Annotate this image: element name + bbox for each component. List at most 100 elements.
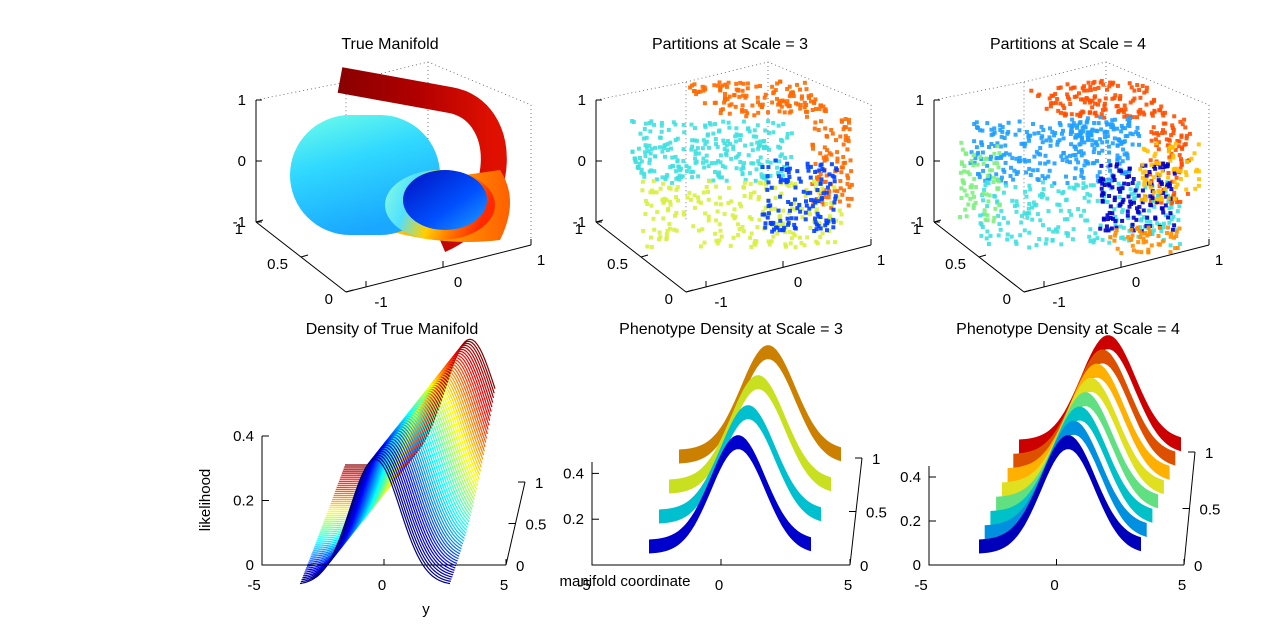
partition-point xyxy=(711,131,716,136)
partition-point xyxy=(1136,181,1141,186)
partition-point xyxy=(1028,187,1033,192)
partition-point xyxy=(1028,173,1033,177)
partition-point xyxy=(1086,136,1091,141)
partition-point xyxy=(1146,225,1151,230)
partition-point xyxy=(1070,129,1074,134)
partition-point xyxy=(847,117,851,122)
partition-point xyxy=(713,170,717,174)
partition-point xyxy=(984,180,989,185)
partition-point xyxy=(1158,172,1163,177)
partition-point xyxy=(1056,108,1061,113)
partition-point xyxy=(1110,178,1114,183)
partition-point xyxy=(779,169,784,174)
partition-point xyxy=(841,155,846,159)
partition-point xyxy=(832,179,837,184)
partition-point xyxy=(759,172,764,177)
y-tick-label: 0.5 xyxy=(866,505,887,522)
partition-point xyxy=(1103,135,1107,139)
partition-point xyxy=(1035,212,1040,217)
partition-point xyxy=(1138,167,1143,172)
partition-point xyxy=(789,131,794,136)
partition-point xyxy=(962,169,967,174)
partition-point xyxy=(959,186,964,191)
partition-point xyxy=(985,213,990,218)
partition-point xyxy=(1176,218,1181,223)
partition-point xyxy=(1085,133,1090,138)
partition-point xyxy=(1087,98,1092,103)
partition-point xyxy=(640,188,645,193)
partition-point xyxy=(755,123,760,128)
partition-point xyxy=(1161,128,1165,133)
partition-point xyxy=(824,173,829,178)
partition-point xyxy=(1064,174,1068,179)
partition-point xyxy=(1112,198,1117,203)
partition-point xyxy=(998,128,1003,132)
partition-point xyxy=(1166,225,1170,230)
partition-point xyxy=(785,132,790,136)
partition-point xyxy=(810,182,815,186)
partition-point xyxy=(821,202,826,207)
partition-point xyxy=(668,202,673,207)
y-tick-label: 1 xyxy=(575,221,583,238)
partition-point xyxy=(1115,126,1119,131)
partition-point xyxy=(1131,98,1136,103)
partition-point xyxy=(714,184,719,189)
partition-point xyxy=(766,180,771,185)
partition-point xyxy=(768,173,773,178)
partition-point xyxy=(649,147,654,152)
partition-point xyxy=(959,160,964,165)
partition-point xyxy=(1064,231,1069,236)
chart-title: Phenotype Density at Scale = 3 xyxy=(619,321,843,338)
partition-point xyxy=(717,80,722,85)
partition-point xyxy=(1163,121,1168,126)
partition-point xyxy=(1179,163,1184,168)
partition-point xyxy=(689,170,694,174)
partition-point xyxy=(1034,149,1039,154)
x-tick-label: -5 xyxy=(914,577,927,594)
partition-point xyxy=(1147,170,1152,174)
partition-point xyxy=(793,197,797,202)
partition-point xyxy=(979,222,984,227)
partition-point xyxy=(780,173,785,178)
partition-point xyxy=(791,94,796,98)
partition-point xyxy=(815,211,820,216)
partition-point xyxy=(1099,112,1104,117)
partition-point xyxy=(1055,139,1060,144)
partition-point xyxy=(696,199,701,204)
partition-point xyxy=(1161,221,1166,226)
partition-point xyxy=(779,177,783,182)
partition-point xyxy=(737,152,742,156)
partition-point xyxy=(718,175,723,180)
partition-point xyxy=(1172,171,1177,176)
partition-point xyxy=(721,138,726,143)
partition-point xyxy=(832,200,837,205)
partition-point xyxy=(740,103,745,108)
partition-point xyxy=(736,222,740,227)
partition-point xyxy=(690,138,695,143)
partition-point xyxy=(1071,123,1075,128)
partition-point xyxy=(720,107,725,112)
partition-point xyxy=(839,220,843,225)
partition-point xyxy=(1149,138,1154,143)
partition-point xyxy=(802,80,807,85)
partition-point xyxy=(1146,208,1151,213)
partition-point xyxy=(798,235,802,240)
partition-point xyxy=(1166,199,1171,204)
partition-point xyxy=(1113,117,1117,122)
partition-point xyxy=(1159,195,1164,200)
partition-point xyxy=(1138,225,1143,230)
partition-point xyxy=(716,129,721,134)
partition-point xyxy=(1135,183,1140,188)
partition-point xyxy=(1040,140,1045,145)
partition-point xyxy=(1163,186,1168,191)
partition-point xyxy=(639,159,644,164)
partition-point xyxy=(840,165,845,170)
partition-point xyxy=(1027,245,1032,250)
partition-point xyxy=(1178,166,1183,171)
partition-point xyxy=(713,122,717,127)
partition-point xyxy=(969,150,974,155)
partition-point xyxy=(1082,195,1087,200)
partition-point xyxy=(701,160,705,165)
y-tick-label: 0 xyxy=(1003,291,1011,308)
partition-point xyxy=(1005,237,1010,242)
